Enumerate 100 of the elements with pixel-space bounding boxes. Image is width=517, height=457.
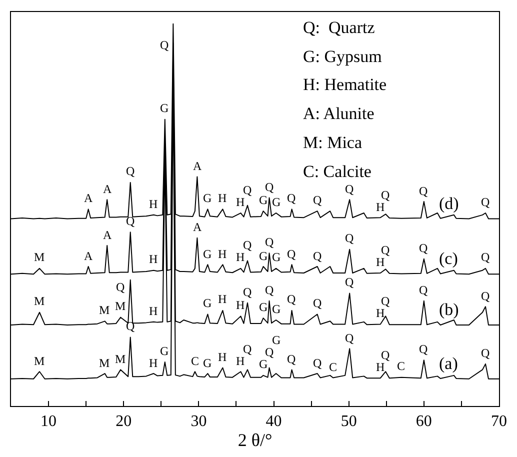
- x-tick-label: 50: [340, 413, 357, 430]
- annotation: H: [236, 298, 245, 312]
- annotation: Q: [287, 292, 296, 306]
- annotation: Q: [287, 352, 296, 366]
- annotation: H: [376, 255, 385, 269]
- annotation: H: [376, 360, 385, 374]
- annotation: G: [203, 191, 212, 205]
- annotation: Q: [243, 342, 252, 356]
- annotation: Q: [265, 235, 274, 249]
- annotation: G: [160, 101, 169, 115]
- series-label: (c): [439, 249, 458, 268]
- annotation: Q: [313, 193, 322, 207]
- annotation: A: [193, 159, 202, 173]
- annotation: A: [193, 220, 202, 234]
- annotation: H: [149, 304, 158, 318]
- annotation: A: [84, 191, 93, 205]
- annotation: M: [115, 299, 126, 313]
- annotation: M: Mica: [303, 133, 362, 152]
- annotation: G: [272, 333, 281, 347]
- annotation: Q: [126, 319, 135, 333]
- annotation: Q: [160, 38, 169, 52]
- x-tick-label: 10: [40, 413, 57, 430]
- annotation: G: [272, 250, 281, 264]
- annotation: Q: [345, 275, 354, 289]
- annotation: G: [160, 344, 169, 358]
- annotation: H: [236, 354, 245, 368]
- annotation: H: Hematite: [303, 75, 387, 94]
- annotation: Q: [265, 345, 274, 359]
- annotation: G: [203, 247, 212, 261]
- annotation: M: [115, 352, 126, 366]
- annotation: M: [34, 354, 45, 368]
- annotation: H: [149, 252, 158, 266]
- annotation: H: [376, 200, 385, 214]
- annotation: Q: [243, 183, 252, 197]
- annotation: Q: [265, 180, 274, 194]
- annotation: G: [259, 249, 268, 263]
- series-label: (a): [439, 354, 458, 373]
- annotation: G: [203, 296, 212, 310]
- annotation: Q: [243, 285, 252, 299]
- series-label: (d): [439, 194, 459, 213]
- annotation: H: [218, 292, 227, 306]
- x-axis-title: 2 θ/°: [238, 430, 272, 450]
- annotation: Q: [345, 182, 354, 196]
- annotation: G: [203, 356, 212, 370]
- annotation: Q: [481, 195, 490, 209]
- annotation: C: [329, 360, 338, 374]
- annotation: H: [236, 195, 245, 209]
- annotation: A: [103, 228, 112, 242]
- annotation: Q: [313, 356, 322, 370]
- annotation: G: [272, 195, 281, 209]
- annotation: Q: [381, 294, 390, 308]
- annotation: Q: [481, 250, 490, 264]
- annotation: A: [103, 182, 112, 196]
- annotation: Q: [265, 283, 274, 297]
- annotation: Q: [287, 191, 296, 205]
- annotation: M: [99, 356, 110, 370]
- annotation: G: [259, 300, 268, 314]
- annotation: H: [376, 306, 385, 320]
- annotation: Q: [381, 348, 390, 362]
- annotation: M: [34, 250, 45, 264]
- annotation: Q: [345, 331, 354, 345]
- annotation: Q: [419, 241, 428, 255]
- annotation: Q: [116, 280, 125, 294]
- annotation: C: Calcite: [303, 162, 372, 181]
- annotation: Q: [313, 296, 322, 310]
- annotation: Q: [419, 184, 428, 198]
- annotation: Q: [345, 231, 354, 245]
- x-tick-label: 60: [416, 413, 432, 430]
- x-tick-label: 30: [190, 413, 207, 430]
- annotation: G: Gypsum: [303, 47, 382, 66]
- annotation: Q: [419, 283, 428, 297]
- annotation: A: [84, 249, 93, 263]
- annotation: H: [218, 191, 227, 205]
- annotation: Q: [287, 247, 296, 261]
- annotation: H: [218, 350, 227, 364]
- x-tick-label: 70: [491, 413, 507, 430]
- annotation: C: [397, 359, 406, 373]
- annotation: Q: [381, 188, 390, 202]
- annotation: G: [259, 357, 268, 371]
- annotation: G: [259, 193, 268, 207]
- annotation: Q: [126, 214, 135, 228]
- annotation: Q: [419, 342, 428, 356]
- annotation: Q: [313, 249, 322, 263]
- annotation: A: Alunite: [303, 104, 374, 123]
- series-label: (b): [439, 300, 459, 319]
- annotation: Q: Quartz: [303, 18, 376, 37]
- x-tick-label: 20: [116, 413, 132, 430]
- annotation: H: [149, 197, 158, 211]
- annotation: M: [34, 294, 45, 308]
- annotation: M: [99, 303, 110, 317]
- annotation: Q: [126, 164, 135, 178]
- annotation: H: [218, 247, 227, 261]
- annotation: G: [272, 302, 281, 316]
- annotation: C: [191, 354, 200, 368]
- annotation: Q: [481, 289, 490, 303]
- x-tick-label: 40: [266, 413, 282, 430]
- annotation: H: [236, 250, 245, 264]
- annotation: Q: [381, 243, 390, 257]
- annotation: H: [149, 356, 158, 370]
- annotation: Q: [243, 238, 252, 252]
